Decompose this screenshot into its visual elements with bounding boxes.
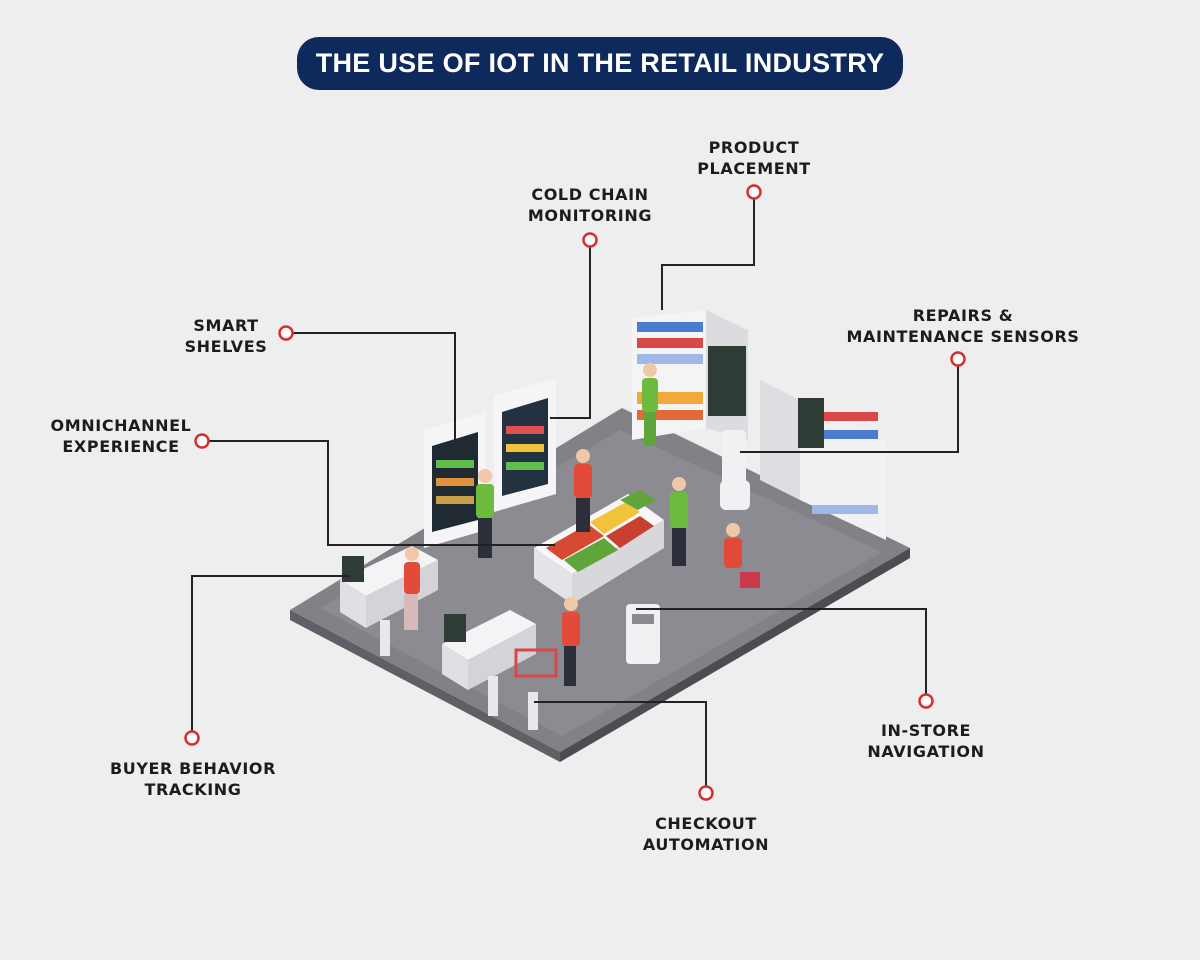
marker-repairs [950, 351, 966, 367]
marker-product-placement [746, 184, 762, 200]
marker-checkout [698, 785, 714, 801]
right-shelf-unit [708, 346, 886, 540]
title-banner: THE USE OF IOT IN THE RETAIL INDUSTRY [297, 37, 903, 90]
label-cold-chain: COLD CHAIN MONITORING [527, 185, 653, 225]
leader-repairs [740, 366, 959, 453]
leader-cold-chain [550, 247, 591, 419]
marker-in-store-navigation [918, 693, 934, 709]
leader-buyer-behavior [191, 575, 350, 731]
marker-buyer-behavior [184, 730, 200, 746]
label-product-placement: PRODUCT PLACEMENT [697, 138, 811, 178]
label-repairs: REPAIRS & MAINTENANCE SENSORS [846, 306, 1080, 346]
marker-omnichannel [194, 433, 210, 449]
leader-in-store-navigation [636, 608, 927, 694]
produce-stand [534, 490, 664, 604]
label-in-store-navigation: IN-STORE NAVIGATION [867, 721, 985, 761]
label-markers [184, 184, 966, 801]
marker-cold-chain [582, 232, 598, 248]
leader-checkout [534, 701, 707, 786]
leader-omnichannel [209, 440, 555, 546]
shoppers [404, 363, 760, 686]
label-checkout: CHECKOUT AUTOMATION [642, 814, 770, 854]
leader-lines [191, 192, 959, 786]
label-smart-shelves: SMART SHELVES [184, 316, 268, 356]
label-buyer-behavior: BUYER BEHAVIOR TRACKING [109, 759, 277, 799]
service-robots [626, 430, 750, 664]
page-title: THE USE OF IOT IN THE RETAIL INDUSTRY [315, 48, 885, 78]
marker-smart-shelves [278, 325, 294, 341]
smart-fridges [424, 378, 556, 548]
label-omnichannel: OMNICHANNEL EXPERIENCE [50, 416, 192, 456]
leader-product-placement [661, 192, 755, 310]
leader-smart-shelves [293, 332, 456, 440]
